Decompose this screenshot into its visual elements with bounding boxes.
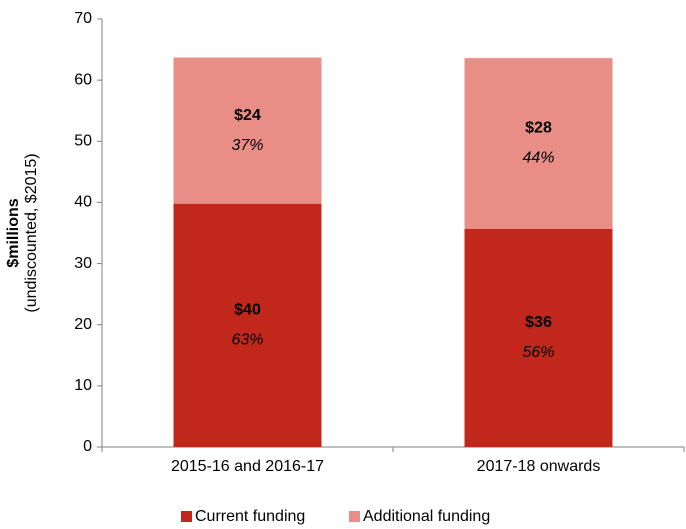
legend-swatch (181, 511, 192, 522)
x-tick-label: 2015-16 and 2016-17 (171, 458, 324, 475)
y-tick-label: 0 (83, 438, 92, 455)
share-label: 44% (522, 150, 554, 167)
bar-segment (173, 203, 322, 447)
y-tick-label: 40 (74, 194, 92, 211)
value-label: $24 (234, 107, 261, 124)
y-tick-label: 60 (74, 71, 92, 88)
legend-swatch (349, 511, 360, 522)
bar-segment (173, 57, 322, 204)
share-label: 63% (231, 332, 263, 349)
y-axis-sublabel: (undiscounted, $2015) (23, 153, 40, 312)
value-label: $36 (525, 314, 552, 331)
y-tick-label: 70 (74, 10, 92, 27)
x-tick-label: 2017-18 onwards (477, 458, 601, 475)
y-tick-label: 30 (74, 255, 92, 272)
bar-segment (464, 228, 613, 447)
value-label: $28 (525, 120, 552, 137)
y-tick-label: 50 (74, 133, 92, 150)
y-tick-label: 20 (74, 316, 92, 333)
share-label: 37% (231, 137, 263, 154)
y-tick-label: 10 (74, 377, 92, 394)
value-label: $40 (234, 302, 261, 319)
legend-label: Current funding (195, 508, 305, 525)
bar-segment (464, 58, 613, 229)
y-axis-label: $millions (5, 198, 22, 267)
legend-label: Additional funding (363, 508, 490, 525)
share-label: 56% (522, 344, 554, 361)
